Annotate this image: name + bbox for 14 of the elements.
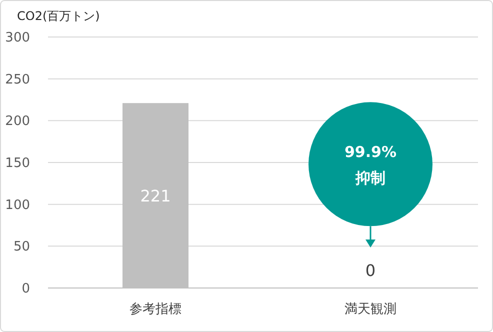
y-tick-label: 100 [5, 198, 30, 213]
x-tick-label: 参考指標 [130, 302, 182, 317]
y-axis-title: CO2(百万トン) [17, 9, 100, 23]
x-tick-label: 満天観測 [344, 302, 396, 317]
data-label: 221 [140, 186, 171, 206]
y-tick-label: 0 [22, 282, 30, 296]
y-tick-label: 150 [5, 156, 30, 171]
y-tick-label: 200 [5, 114, 30, 130]
y-tick-label: 50 [13, 240, 30, 255]
data-label: 0 [365, 261, 376, 280]
y-tick-label: 250 [5, 72, 30, 88]
y-tick-label: 300 [5, 30, 30, 46]
annotation: 99.9% [344, 143, 397, 162]
annotation: 抑制 [354, 169, 386, 188]
